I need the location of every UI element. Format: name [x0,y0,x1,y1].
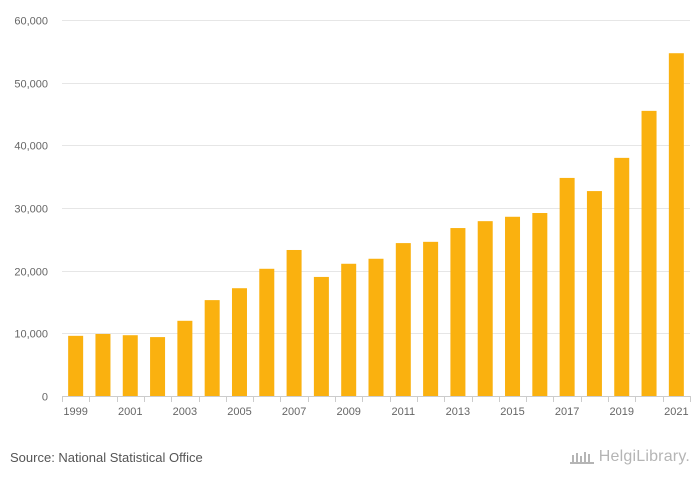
x-tick-label: 2007 [282,406,306,418]
x-tick-label: 2005 [227,406,251,418]
y-tick-label: 60,000 [14,16,48,28]
x-tick-label: 2013 [446,406,470,418]
bar-2013 [450,228,466,396]
bar-2015 [505,216,521,396]
bar-2020 [641,110,657,396]
x-tick-label: 2017 [555,406,579,418]
y-tick-label: 50,000 [14,79,48,91]
x-tick-label: 2011 [391,406,415,418]
bar-2009 [341,263,357,396]
x-tick-label: 2015 [500,406,524,418]
y-tick-label: 40,000 [14,141,48,153]
bar-2007 [286,249,302,396]
bar-2002 [150,337,166,396]
brand-name: HelgiLibrary. [598,448,690,465]
x-tick-label: 2019 [609,406,633,418]
x-tick-label: 2009 [336,406,360,418]
bar-2012 [423,241,439,396]
bar-2008 [313,276,329,396]
source-note: Source: National Statistical Office [10,450,203,465]
bar-2017 [559,177,575,396]
bar-2003 [177,320,193,396]
bar-2004 [204,300,220,396]
y-tick-label: 30,000 [14,204,48,216]
bar-2018 [586,191,602,396]
bar-2001 [122,335,138,396]
y-tick-label: 0 [42,392,48,404]
y-tick-label: 20,000 [14,267,48,279]
bar-2014 [477,221,493,396]
bar-2021 [668,53,684,397]
y-tick-label: 10,000 [14,329,48,341]
bar-2019 [614,157,630,396]
bar-2005 [231,288,247,396]
bar-1999 [68,335,84,396]
x-tick-label: 1999 [63,406,87,418]
bar-2016 [532,213,548,396]
bar-2011 [395,243,411,396]
bar-2010 [368,258,384,396]
bar-2006 [259,268,275,396]
brand-logo[interactable]: HelgiLibrary. [569,448,690,466]
bar-chart: 0 10,000 20,000 30,000 40,000 50,000 60,000 199… [14,16,691,418]
x-tick-label: 2003 [173,406,197,418]
x-tick-label: 2001 [118,406,142,418]
library-icon [569,452,594,464]
chart: 0 10,000 20,000 30,000 40,000 50,000 60,000 199… [14,16,691,418]
x-tick-label: 2021 [664,406,688,418]
bar-2000 [95,333,111,396]
